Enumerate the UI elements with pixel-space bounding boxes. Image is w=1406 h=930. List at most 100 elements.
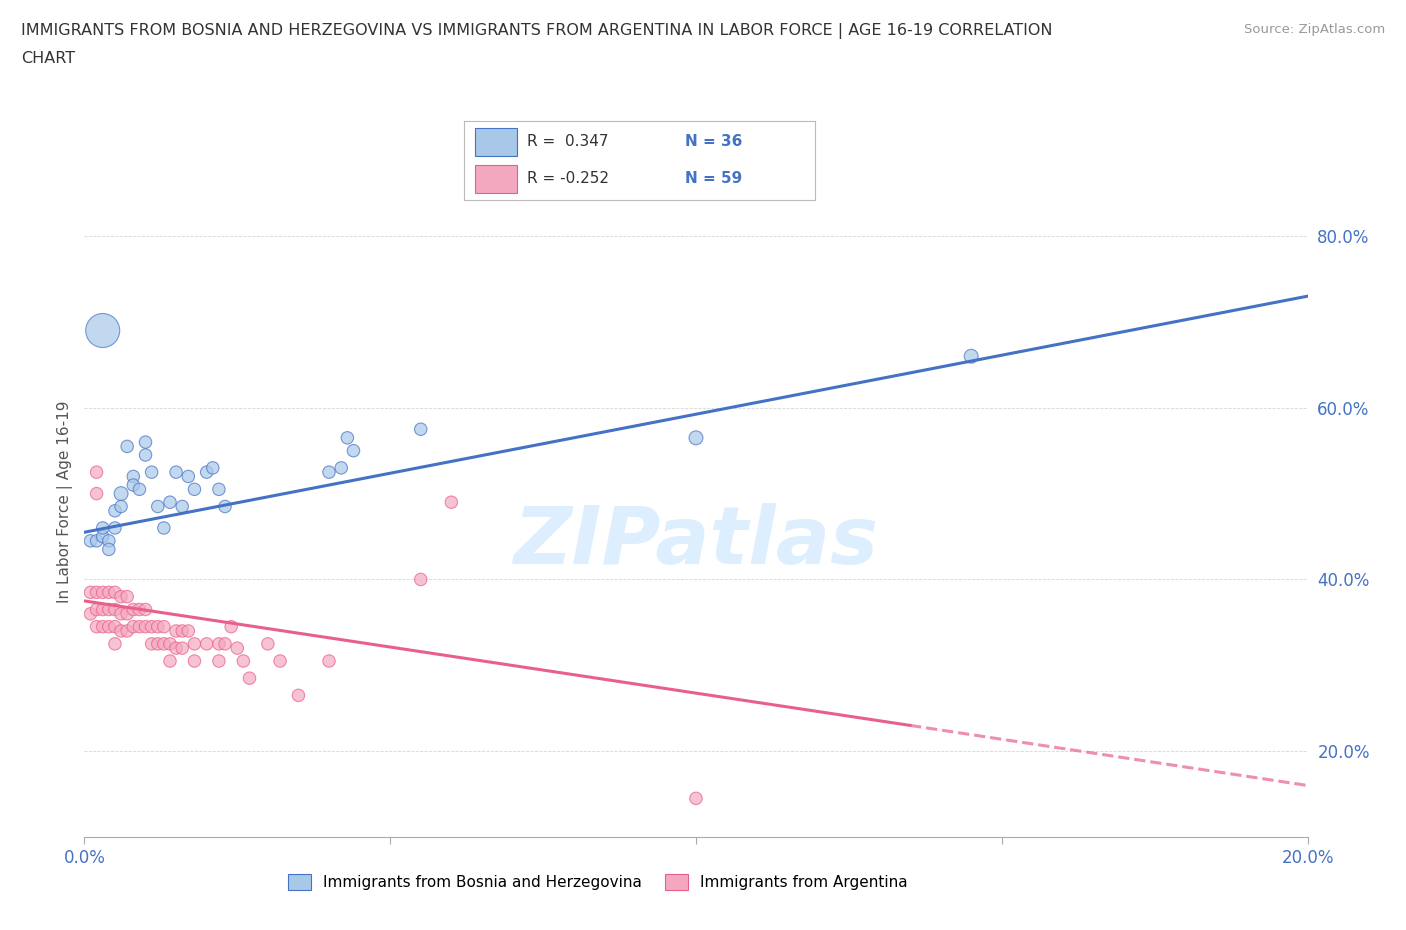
Point bbox=[960, 349, 983, 364]
Legend: Immigrants from Bosnia and Herzegovina, Immigrants from Argentina: Immigrants from Bosnia and Herzegovina, … bbox=[283, 868, 914, 897]
Point bbox=[110, 590, 132, 604]
Point bbox=[318, 465, 340, 480]
Point bbox=[86, 486, 108, 501]
Point bbox=[336, 431, 359, 445]
Point bbox=[342, 444, 364, 458]
Point bbox=[110, 623, 132, 638]
Point bbox=[135, 447, 157, 462]
Point bbox=[146, 636, 169, 651]
Point bbox=[208, 482, 231, 497]
Point bbox=[104, 619, 127, 634]
Point bbox=[172, 641, 194, 656]
Point bbox=[409, 572, 432, 587]
Point bbox=[172, 499, 194, 514]
Point bbox=[110, 606, 132, 621]
Point bbox=[141, 636, 163, 651]
Text: ZIPatlas: ZIPatlas bbox=[513, 503, 879, 581]
Point bbox=[153, 619, 176, 634]
Point bbox=[91, 585, 114, 600]
Point bbox=[177, 623, 200, 638]
Point bbox=[86, 602, 108, 617]
Point bbox=[122, 478, 145, 493]
Point bbox=[79, 534, 101, 549]
Point bbox=[269, 654, 291, 669]
Point bbox=[195, 465, 218, 480]
Point bbox=[79, 585, 101, 600]
Point bbox=[97, 534, 120, 549]
Point bbox=[91, 602, 114, 617]
Point bbox=[104, 503, 127, 518]
Point bbox=[110, 486, 132, 501]
Point bbox=[128, 482, 150, 497]
Point bbox=[409, 422, 432, 437]
Point bbox=[86, 465, 108, 480]
Point bbox=[86, 619, 108, 634]
Bar bbox=[475, 128, 517, 155]
Point bbox=[172, 623, 194, 638]
Point bbox=[165, 641, 187, 656]
Y-axis label: In Labor Force | Age 16-19: In Labor Force | Age 16-19 bbox=[58, 401, 73, 604]
Point bbox=[115, 439, 138, 454]
Point bbox=[110, 499, 132, 514]
Point bbox=[91, 529, 114, 544]
Bar bbox=[475, 166, 517, 193]
Point bbox=[165, 465, 187, 480]
Point bbox=[330, 460, 353, 475]
Point bbox=[201, 460, 224, 475]
Text: Source: ZipAtlas.com: Source: ZipAtlas.com bbox=[1244, 23, 1385, 36]
Text: R = -0.252: R = -0.252 bbox=[527, 171, 609, 186]
Point bbox=[97, 542, 120, 557]
Point bbox=[115, 606, 138, 621]
Point bbox=[159, 495, 181, 510]
Point bbox=[141, 619, 163, 634]
Point bbox=[79, 606, 101, 621]
Point bbox=[122, 602, 145, 617]
Point bbox=[183, 654, 205, 669]
Point bbox=[232, 654, 254, 669]
Point bbox=[91, 619, 114, 634]
Point bbox=[104, 636, 127, 651]
Text: CHART: CHART bbox=[21, 51, 75, 66]
Point bbox=[146, 499, 169, 514]
Point bbox=[214, 499, 236, 514]
Point bbox=[135, 602, 157, 617]
Point bbox=[97, 619, 120, 634]
Point bbox=[91, 521, 114, 536]
Point bbox=[685, 790, 707, 805]
Point bbox=[104, 602, 127, 617]
Text: N = 59: N = 59 bbox=[686, 171, 742, 186]
Point bbox=[91, 323, 114, 338]
Point bbox=[141, 465, 163, 480]
Point bbox=[104, 521, 127, 536]
Point bbox=[115, 623, 138, 638]
Point bbox=[214, 636, 236, 651]
Point bbox=[208, 654, 231, 669]
Point bbox=[257, 636, 280, 651]
Point bbox=[122, 619, 145, 634]
Point bbox=[183, 482, 205, 497]
Point bbox=[219, 619, 242, 634]
Point bbox=[226, 641, 249, 656]
Point bbox=[318, 654, 340, 669]
Point bbox=[287, 688, 309, 703]
Point bbox=[159, 636, 181, 651]
Point bbox=[104, 585, 127, 600]
Point bbox=[128, 619, 150, 634]
Point bbox=[146, 619, 169, 634]
Point bbox=[86, 534, 108, 549]
Text: IMMIGRANTS FROM BOSNIA AND HERZEGOVINA VS IMMIGRANTS FROM ARGENTINA IN LABOR FOR: IMMIGRANTS FROM BOSNIA AND HERZEGOVINA V… bbox=[21, 23, 1053, 39]
Text: R =  0.347: R = 0.347 bbox=[527, 134, 609, 149]
Point bbox=[165, 623, 187, 638]
Point bbox=[115, 590, 138, 604]
Point bbox=[238, 671, 260, 685]
Point bbox=[153, 636, 176, 651]
Point bbox=[183, 636, 205, 651]
Point bbox=[208, 636, 231, 651]
Point bbox=[86, 585, 108, 600]
Point bbox=[135, 619, 157, 634]
Point bbox=[685, 431, 707, 445]
Point bbox=[97, 602, 120, 617]
Point bbox=[128, 602, 150, 617]
Point bbox=[135, 434, 157, 449]
Point bbox=[177, 469, 200, 484]
